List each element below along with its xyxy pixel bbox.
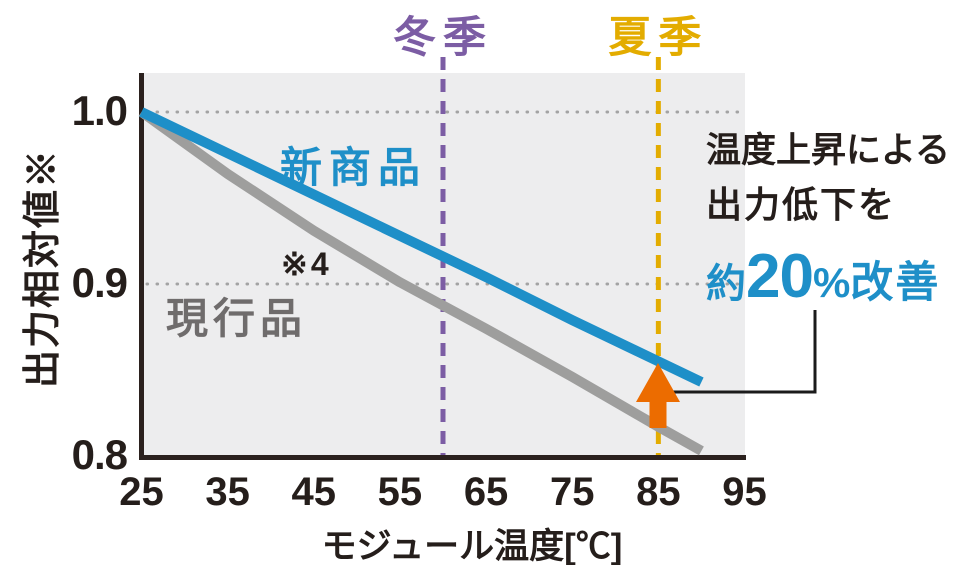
annotation-highlight: 約 20 % 改善 [706, 241, 960, 312]
x-tick-label: 45 [291, 470, 337, 514]
x-tick-label: 65 [463, 470, 509, 514]
summer-label: 夏季 [608, 14, 709, 62]
annotation-line2: 出力低下を [706, 184, 897, 225]
y-tick-label: 1.0 [71, 87, 128, 134]
current-product-line [138, 107, 704, 456]
x-tick-label: 95 [722, 470, 767, 514]
annotation-line1: 温度上昇による [706, 131, 950, 170]
y-tick-label: 0.9 [71, 259, 128, 306]
current-product-label: 現行品 [166, 295, 308, 342]
x-axis-title: モジュール温度[℃] [321, 527, 623, 565]
improvement-arrow [636, 363, 680, 428]
improvement-annotation: 温度上昇による 出力低下を 約 20 % 改善 [706, 131, 960, 312]
x-tick-label: 25 [119, 470, 164, 514]
winter-label: 冬季 [393, 14, 493, 62]
x-tick-label: 85 [636, 470, 681, 514]
new-product-line [139, 107, 704, 387]
annotation-unit: % [812, 259, 851, 306]
x-tick-label: 35 [205, 470, 250, 514]
annotation-prefix: 約 [706, 262, 746, 306]
annotation-suffix: 改善 [850, 259, 941, 307]
axes [139, 73, 746, 460]
new-product-label: 新商品 [280, 144, 428, 191]
y-tick-labels: 1.0 0.9 0.8 [25, 0, 128, 565]
footnote-ref: ※4 [281, 246, 332, 282]
x-tick-label: 55 [377, 470, 423, 514]
callout-connector [670, 310, 817, 394]
y-tick-label: 0.8 [71, 431, 128, 478]
annotation-value: 20 [746, 242, 814, 311]
x-tick-label: 75 [549, 470, 595, 514]
